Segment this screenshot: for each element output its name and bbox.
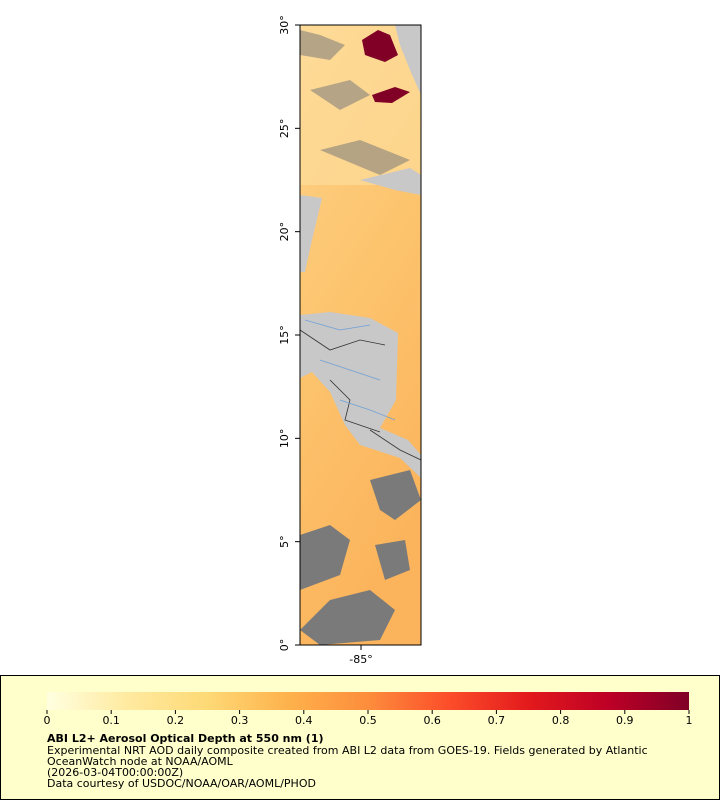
axes: 0° 5° 10° 15° 20° 25° 30° -85° [278, 15, 373, 666]
colorbar-tick-label: 0.9 [616, 714, 634, 727]
y-tick-label: 10° [278, 429, 291, 449]
colorbar-tick-label: 0.1 [102, 714, 120, 727]
colorbar-tick-label: 0.4 [295, 714, 313, 727]
colorbar-tick-label: 0.8 [552, 714, 570, 727]
y-tick-label: 0° [278, 639, 291, 652]
y-tick-label: 20° [278, 222, 291, 242]
legend-line: Data courtesy of USDOC/NOAA/OAR/AOML/PHO… [47, 777, 316, 790]
colorbar-ticks: 0 0.1 0.2 0.3 0.4 0.5 0.6 0.7 0.8 0.9 1 [44, 710, 693, 727]
colorbar-tick-label: 0 [44, 714, 51, 727]
y-tick-label: 30° [278, 15, 291, 35]
colorbar-tick-label: 0.5 [359, 714, 377, 727]
legend-line: OceanWatch node at NOAA/AOML [47, 755, 234, 768]
colorbar-tick-label: 0.6 [423, 714, 441, 727]
legend-line: (2026-03-04T00:00:00Z) [47, 766, 183, 779]
colorbar-tick-label: 1 [686, 714, 693, 727]
colorbar-tick-label: 0.3 [231, 714, 249, 727]
legend-line: Experimental NRT AOD daily composite cre… [47, 744, 648, 757]
legend-title: ABI L2+ Aerosol Optical Depth at 550 nm … [47, 732, 324, 745]
y-tick-label: 15° [278, 325, 291, 345]
colorbar-tick-label: 0.2 [167, 714, 185, 727]
colorbar-tick-label: 0.7 [488, 714, 506, 727]
y-tick-label: 25° [278, 119, 291, 139]
colorbar [47, 692, 689, 710]
map-image [300, 25, 421, 645]
y-tick-label: 5° [278, 535, 291, 548]
x-tick-label: -85° [349, 653, 372, 666]
